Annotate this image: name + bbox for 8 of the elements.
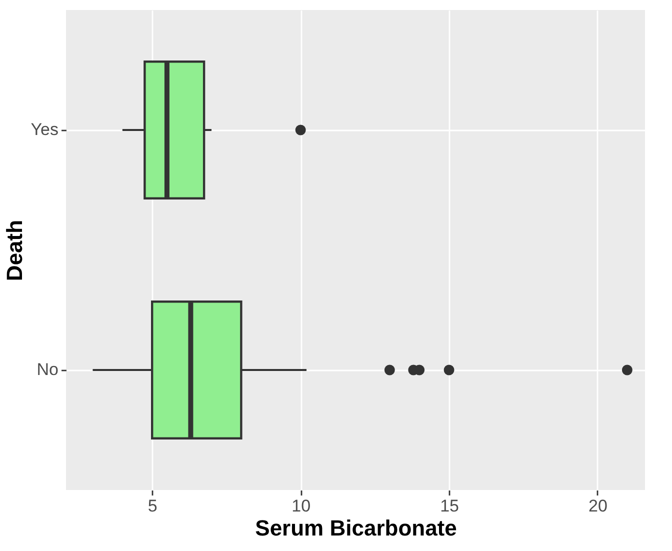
y-tick-label: Yes — [30, 120, 58, 139]
x-tick-label: 5 — [148, 496, 158, 516]
x-tick-label: 15 — [440, 496, 459, 516]
y-tick-label: No — [36, 360, 58, 379]
x-axis-title: Serum Bicarbonate — [255, 516, 457, 540]
x-tick-label: 20 — [588, 496, 608, 516]
x-tick-label: 10 — [292, 496, 311, 516]
y-axis-title: Death — [2, 220, 27, 282]
